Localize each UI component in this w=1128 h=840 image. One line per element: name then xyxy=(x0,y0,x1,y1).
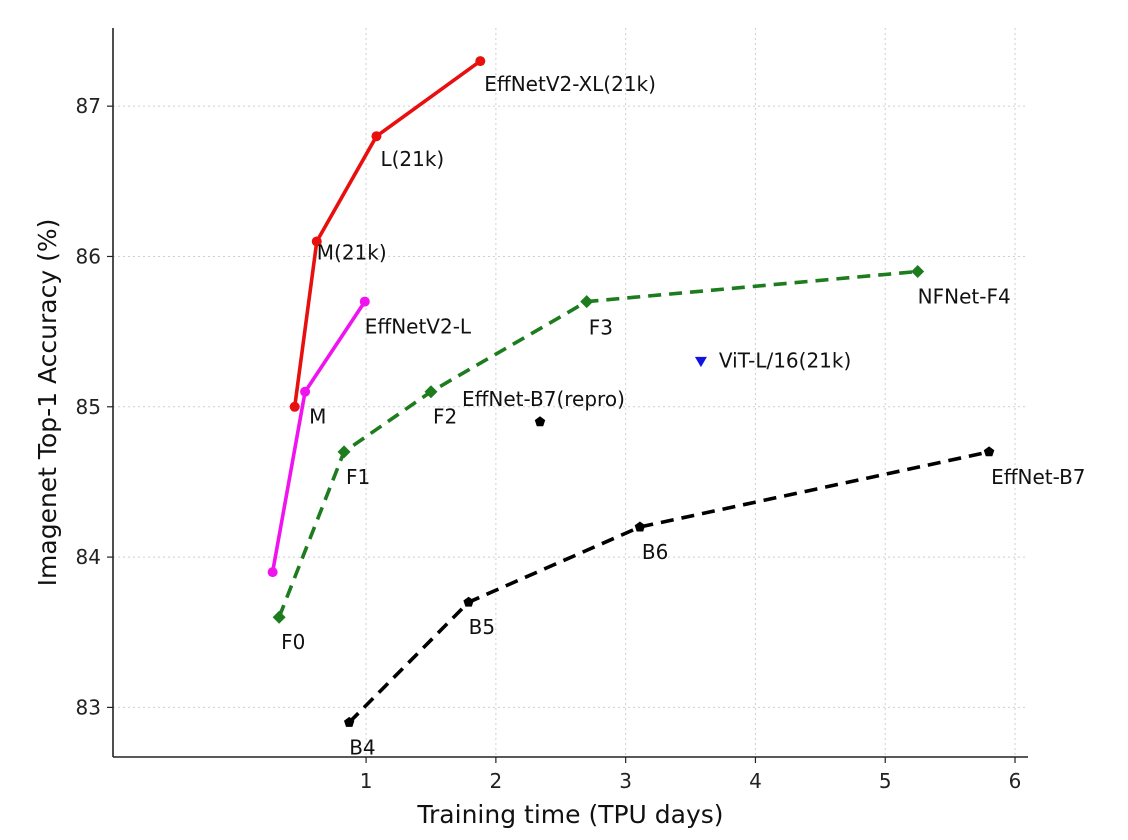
data-point xyxy=(475,56,486,67)
series-line xyxy=(270,300,367,573)
data-point xyxy=(337,445,351,459)
data-point xyxy=(344,716,355,727)
x-tick-label: 1 xyxy=(360,769,373,793)
point-label: M xyxy=(309,405,326,429)
x-tick-label: 3 xyxy=(619,769,632,793)
data-point xyxy=(300,386,311,397)
data-point xyxy=(267,567,278,578)
y-tick-label: 83 xyxy=(76,695,101,719)
data-point xyxy=(911,265,925,279)
point-label: B6 xyxy=(642,540,668,564)
series-line xyxy=(347,450,990,724)
point-label: F2 xyxy=(433,405,457,429)
point-label: L(21k) xyxy=(380,147,444,171)
y-tick-label: 86 xyxy=(76,244,101,268)
series-2 xyxy=(272,265,925,624)
series-line xyxy=(292,59,482,408)
y-tick-label: 87 xyxy=(76,94,101,118)
point-label: M(21k) xyxy=(317,240,387,264)
data-point xyxy=(634,521,646,532)
single-point-label: ViT-L/16(21k) xyxy=(719,349,851,373)
series-0 xyxy=(289,56,486,412)
data-point xyxy=(424,385,438,399)
point-label: B4 xyxy=(349,735,375,759)
data-point xyxy=(371,131,382,142)
point-label: F3 xyxy=(589,316,613,340)
point-label: EffNetV2-L xyxy=(365,315,472,339)
point-label: EffNet-B7 xyxy=(991,465,1085,489)
data-point xyxy=(289,401,300,412)
point-label: EffNetV2-XL(21k) xyxy=(484,72,656,96)
x-axis-title: Training time (TPU days) xyxy=(416,800,723,829)
x-tick-label: 4 xyxy=(749,769,762,793)
single-point xyxy=(534,416,546,427)
point-label: NFNet-F4 xyxy=(918,285,1011,309)
series-layer xyxy=(267,56,995,727)
series-1 xyxy=(267,296,370,578)
point-labels: M(21k) L(21k) EffNetV2-XL(21k) M EffNetV2-L F… xyxy=(281,72,1085,759)
single-point-label: EffNet-B7(repro) xyxy=(462,387,625,411)
data-point xyxy=(311,236,322,247)
x-tick-label: 2 xyxy=(490,769,503,793)
grid xyxy=(113,28,1028,757)
point-label: F0 xyxy=(281,630,305,654)
y-tick-label: 84 xyxy=(76,545,101,569)
y-axis-title: Imagenet Top-1 Accuracy (%) xyxy=(33,219,62,587)
x-tick-label: 5 xyxy=(879,769,892,793)
single-points-layer xyxy=(534,356,707,427)
data-point xyxy=(359,296,370,307)
series-3 xyxy=(344,446,995,727)
point-label: F1 xyxy=(346,465,370,489)
point-label: B5 xyxy=(469,615,495,639)
data-point xyxy=(272,610,286,624)
single-point xyxy=(694,356,707,368)
x-tick-label: 6 xyxy=(1009,769,1022,793)
data-point xyxy=(463,596,474,607)
y-tick-label: 85 xyxy=(76,395,101,419)
data-point xyxy=(580,295,594,309)
data-point xyxy=(983,446,995,457)
axes: 1 2 3 4 5 6 83 84 85 86 87 xyxy=(76,28,1028,793)
